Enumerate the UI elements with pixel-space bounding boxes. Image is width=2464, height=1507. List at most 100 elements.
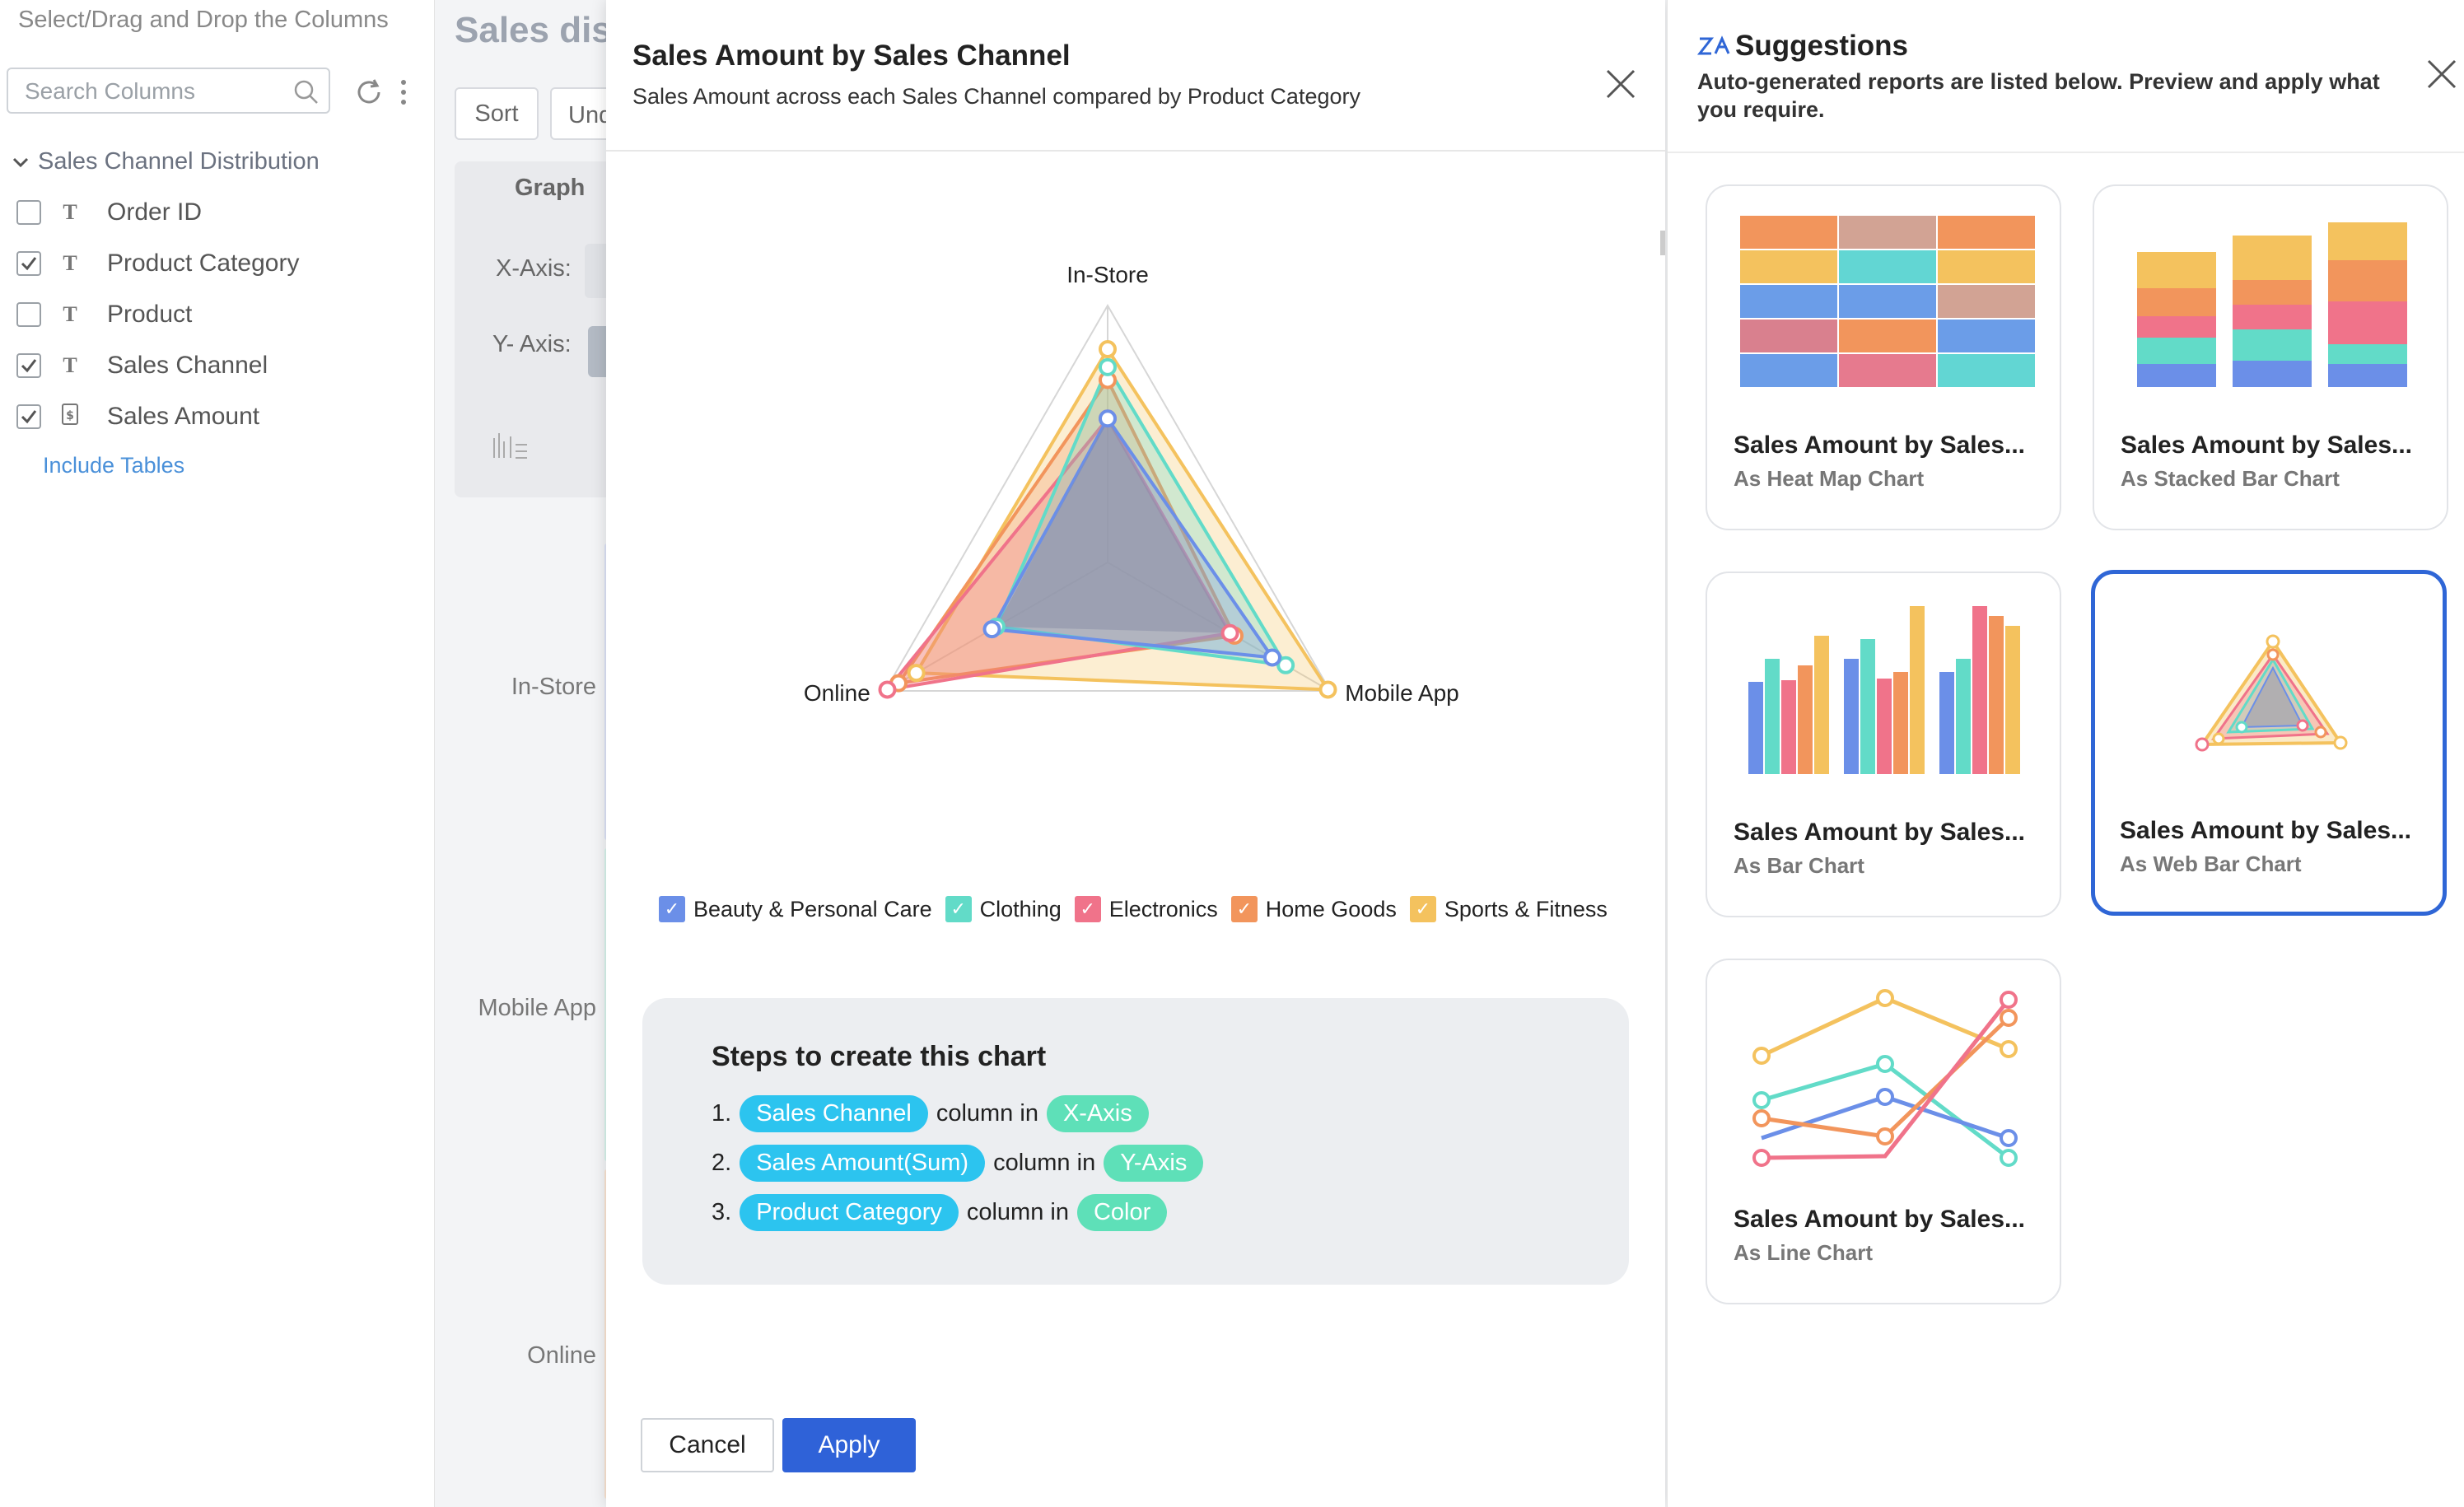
legend-item[interactable]: ✓ Home Goods [1230, 896, 1397, 922]
legend-label: Clothing [979, 896, 1062, 921]
undo-button[interactable]: Und [550, 87, 616, 140]
chart-preview-dialog: Sales Amount by Sales Channel Sales Amou… [606, 0, 1665, 1507]
steps-heading: Steps to create this chart [712, 1041, 1047, 1072]
suggestion-card[interactable]: Sales Amount by Sales... As Line Chart [1706, 959, 2061, 1304]
checkmark-icon [21, 410, 37, 424]
card-subtitle: As Bar Chart [1734, 853, 1864, 878]
refresh-icon[interactable] [352, 76, 385, 109]
suggestions-header: Suggestions [1697, 30, 1908, 63]
tab-graph[interactable]: Graph [515, 175, 586, 201]
card-subtitle: As Stacked Bar Chart [2121, 466, 2340, 491]
card-title: Sales Amount by Sales... [1734, 1206, 2026, 1233]
column-item[interactable]: T Sales Channel [16, 349, 268, 382]
legend-checkbox[interactable]: ✓ [1409, 896, 1436, 922]
legend-item[interactable]: ✓ Clothing [945, 896, 1062, 922]
report-title[interactable]: Sales dist [455, 10, 624, 50]
close-icon[interactable] [2425, 58, 2458, 91]
cancel-button[interactable]: Cancel [641, 1418, 774, 1472]
table-group-header[interactable]: Sales Channel Distribution [12, 148, 320, 175]
radar-point [1220, 623, 1239, 642]
column-checkbox[interactable] [16, 404, 41, 429]
text-type-icon: T [63, 200, 77, 224]
search-columns-field[interactable]: Search Columns [7, 68, 330, 114]
suggestions-description: Auto-generated reports are listed below.… [1697, 69, 2380, 122]
step-column-pill: Sales Amount(Sum) [740, 1145, 986, 1182]
radar-point [1276, 656, 1295, 674]
column-item[interactable]: $ Sales Amount [16, 400, 259, 433]
radar-point [878, 680, 897, 699]
legend-item[interactable]: ✓ Sports & Fitness [1409, 896, 1608, 922]
column-item[interactable]: T Order ID [16, 196, 202, 229]
card-title: Sales Amount by Sales... [1734, 819, 2026, 846]
chart-type-icon[interactable] [491, 430, 529, 461]
suggestion-card[interactable]: Sales Amount by Sales... As Stacked Bar … [2093, 184, 2448, 530]
graph-settings-card [455, 161, 611, 497]
bar-chart-thumbnail [1748, 606, 2020, 774]
column-label: Product Category [107, 250, 300, 277]
more-options-icon[interactable] [395, 76, 412, 109]
suggestion-card-selected[interactable]: Sales Amount by Sales... As Web Bar Char… [2091, 570, 2447, 916]
stacked-bar-thumbnail [2137, 222, 2407, 387]
radar-overlap-area [996, 418, 1230, 633]
card-subtitle: As Heat Map Chart [1734, 466, 1925, 491]
chevron-down-icon [12, 158, 29, 168]
legend-item[interactable]: ✓ Electronics [1074, 896, 1218, 922]
column-checkbox[interactable] [16, 251, 41, 276]
step-target-pill: X-Axis [1046, 1095, 1149, 1132]
heat-map-thumbnail [1740, 216, 2035, 387]
sort-button[interactable]: Sort [455, 87, 539, 140]
legend-label: Electronics [1108, 896, 1218, 921]
checkmark-icon [21, 257, 37, 271]
radar-category-label: Online [804, 680, 870, 706]
suggestion-card[interactable]: Sales Amount by Sales... As Heat Map Cha… [1706, 184, 2061, 530]
card-subtitle: As Line Chart [1734, 1240, 1874, 1265]
legend-checkbox[interactable]: ✓ [1074, 896, 1101, 922]
column-label: Product [107, 301, 193, 328]
divider [1668, 152, 2464, 153]
scrollbar[interactable] [1660, 231, 1665, 255]
zia-logo-icon [1697, 35, 1730, 55]
column-panel-header: Select/Drag and Drop the Columns [18, 7, 389, 33]
radar-chart: In-Store Mobile App Online [804, 262, 1459, 706]
radar-category-label: Mobile App [1345, 680, 1459, 706]
suggestion-card[interactable]: Sales Amount by Sales... As Bar Chart [1706, 572, 2061, 917]
column-item[interactable]: T Product Category [16, 247, 299, 280]
y-category-label: In-Store [511, 674, 596, 700]
column-item[interactable]: T Product [16, 298, 192, 331]
column-checkbox[interactable] [16, 353, 41, 378]
radar-category-label: In-Store [1066, 262, 1149, 287]
card-subtitle: As Web Bar Chart [2120, 851, 2302, 876]
column-label: Sales Amount [107, 403, 260, 430]
dialog-subtitle: Sales Amount across each Sales Channel c… [632, 84, 1360, 109]
suggestions-title: Suggestions [1735, 30, 1909, 62]
step-text: column in [936, 1100, 1038, 1127]
legend-item[interactable]: ✓ Beauty & Personal Care [659, 896, 932, 922]
line-chart-thumbnail [1752, 989, 2018, 1167]
x-axis-label: X-Axis: [496, 255, 572, 282]
apply-button[interactable]: Apply [782, 1418, 916, 1472]
radar-point [1262, 648, 1281, 667]
radar-grid [884, 304, 1332, 692]
radar-point [1099, 409, 1117, 428]
legend-label: Home Goods [1265, 896, 1397, 921]
step-text: column in [966, 1199, 1069, 1225]
legend-checkbox[interactable]: ✓ [1230, 896, 1258, 922]
search-icon[interactable] [292, 78, 320, 106]
step-number: 1. [712, 1100, 732, 1127]
include-tables-link[interactable]: Include Tables [43, 453, 185, 478]
step-row: 2. Sales Amount(Sum) column in Y-Axis [712, 1145, 1211, 1182]
text-type-icon: T [63, 353, 77, 377]
card-title: Sales Amount by Sales... [2121, 432, 2413, 459]
dialog-title: Sales Amount by Sales Channel [632, 40, 1071, 72]
column-panel: Select/Drag and Drop the Columns Search … [0, 0, 435, 1507]
legend-checkbox[interactable]: ✓ [659, 896, 685, 922]
suggestions-panel: Suggestions Auto-generated reports are l… [1667, 0, 2464, 1507]
column-checkbox[interactable] [16, 200, 41, 225]
column-label: Sales Channel [107, 352, 268, 379]
step-number: 3. [712, 1199, 732, 1225]
currency-type-icon: $ [62, 403, 78, 425]
close-icon[interactable] [1604, 68, 1637, 100]
legend-checkbox[interactable]: ✓ [945, 896, 972, 922]
column-checkbox[interactable] [16, 302, 41, 327]
checkmark-icon [21, 359, 37, 373]
